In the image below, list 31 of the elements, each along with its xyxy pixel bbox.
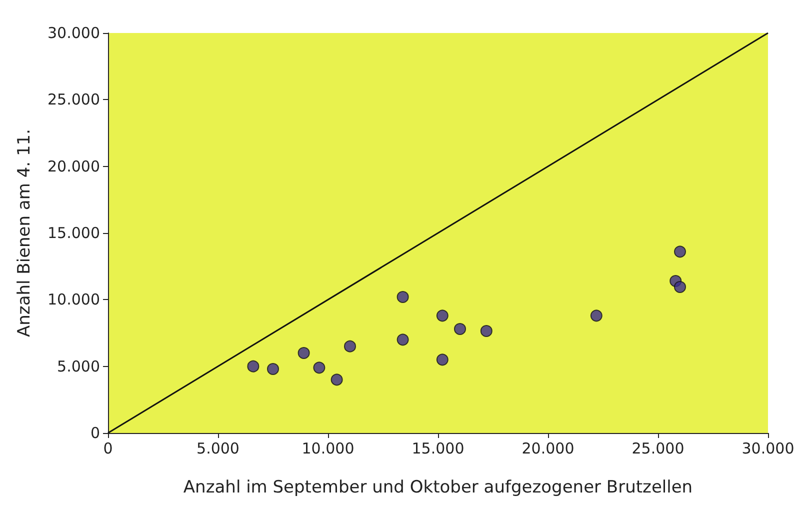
point xyxy=(674,246,686,258)
point xyxy=(436,354,448,366)
point xyxy=(298,347,310,359)
y-axis-title: Anzahl Bienen am 4. 11. xyxy=(14,129,34,337)
point xyxy=(330,374,343,386)
point xyxy=(396,291,409,303)
y-tick-label: 25.000 xyxy=(48,90,100,109)
point xyxy=(674,281,686,293)
y-tick-label: 10.000 xyxy=(48,290,100,309)
x-axis-title: Anzahl im September und Oktober aufgezogener Brutzellen xyxy=(183,478,693,498)
x-tick-label: 10.000 xyxy=(302,440,354,458)
x-tick-label: 5.000 xyxy=(196,440,240,458)
x-tick-label: 20.000 xyxy=(522,440,574,458)
point xyxy=(480,325,492,337)
x-tick-label: 30.000 xyxy=(742,440,794,458)
point xyxy=(590,310,602,322)
y-tick-label: 20.000 xyxy=(48,157,100,176)
x-tick-label: 0 xyxy=(103,440,113,458)
point xyxy=(313,362,326,374)
y-tick-label: 15.000 xyxy=(48,224,100,242)
y-tick-label: 0 xyxy=(90,424,100,442)
y-tick-label: 5.000 xyxy=(57,357,100,376)
point xyxy=(344,340,356,352)
point xyxy=(267,363,279,375)
point xyxy=(396,334,409,346)
y-tick-label: 30.000 xyxy=(48,24,100,42)
point xyxy=(436,310,448,322)
x-tick-label: 15.000 xyxy=(412,440,464,458)
x-tick-label: 25.000 xyxy=(632,440,684,458)
point xyxy=(247,360,260,372)
point xyxy=(454,323,466,335)
